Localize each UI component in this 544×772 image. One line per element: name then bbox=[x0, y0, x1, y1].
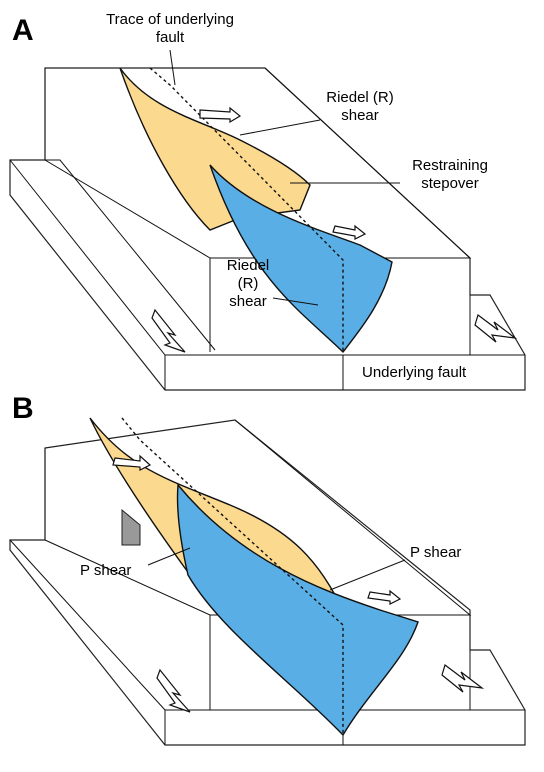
annotation-line: Riedel (R) bbox=[326, 89, 394, 106]
annotation-line: P shear bbox=[80, 562, 131, 579]
annotation: P shear bbox=[80, 562, 131, 579]
annotation: P shear bbox=[410, 544, 461, 561]
diagram: A Trace of underlyingfault Riedel (R)she… bbox=[0, 0, 544, 772]
annotation-line: P shear bbox=[410, 544, 461, 561]
annotation-line: shear bbox=[229, 293, 267, 310]
annotation-line: Riedel bbox=[227, 257, 270, 274]
panel-label: B bbox=[12, 392, 34, 425]
annotation-line: Underlying fault bbox=[362, 364, 467, 381]
panel-b: B P shear P shear bbox=[10, 392, 525, 745]
annotation-line: Restraining bbox=[412, 157, 488, 174]
annotation: Underlying fault bbox=[362, 364, 467, 381]
annotation-line: (R) bbox=[238, 275, 259, 292]
annotation-line: Trace of underlying bbox=[106, 11, 234, 28]
annotation-line: fault bbox=[156, 29, 185, 46]
annotation-line: shear bbox=[341, 107, 379, 124]
annotation-line: stepover bbox=[421, 175, 479, 192]
annotation: Riedel (R)shear bbox=[326, 89, 394, 124]
panel-label: A bbox=[12, 14, 34, 47]
